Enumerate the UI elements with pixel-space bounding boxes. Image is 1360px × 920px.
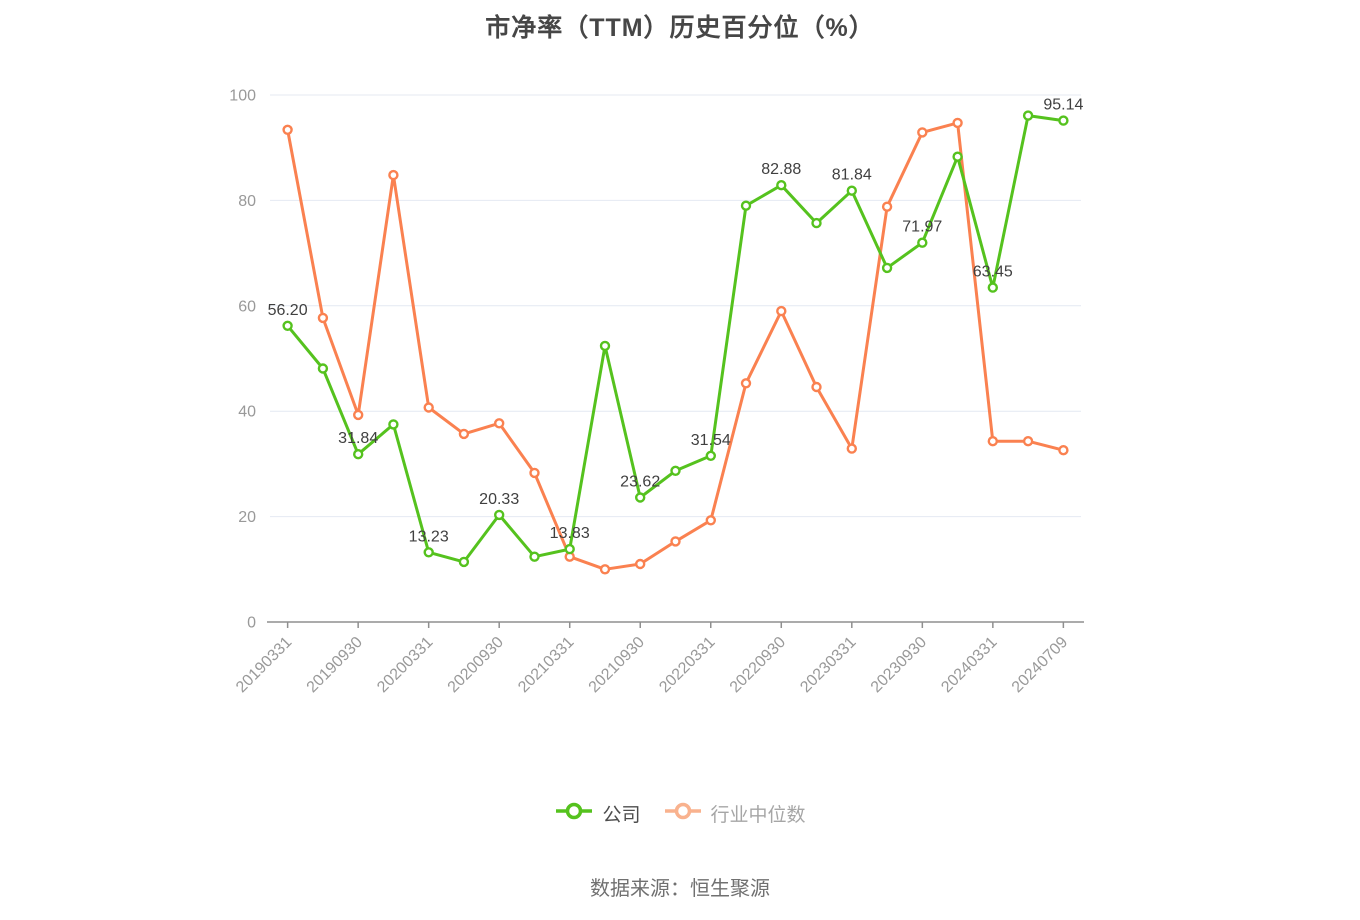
company-point bbox=[635, 492, 646, 503]
data-point-label: 13.23 bbox=[409, 528, 449, 545]
industry-median-point bbox=[811, 381, 822, 393]
industry-median-point bbox=[353, 409, 364, 421]
industry-median-point bbox=[317, 312, 329, 324]
industry-median-point bbox=[846, 443, 857, 454]
y-axis-tick-label: 0 bbox=[247, 615, 256, 632]
data-point-label: 63.45 bbox=[973, 264, 1013, 281]
y-axis-tick-label: 100 bbox=[229, 88, 256, 105]
company-point bbox=[952, 151, 963, 162]
company-point bbox=[388, 419, 399, 430]
company-line bbox=[286, 114, 1065, 564]
x-axis-tick-label: 20210930 bbox=[586, 634, 648, 696]
industry-median-point bbox=[458, 428, 470, 440]
industry-median-point bbox=[599, 564, 611, 575]
x-axis-tick-label: 20220331 bbox=[656, 634, 718, 696]
company-point bbox=[705, 450, 716, 461]
company-series-legend-icon bbox=[554, 801, 594, 826]
industry-median-point bbox=[1022, 436, 1034, 447]
company-point bbox=[599, 340, 611, 352]
line-chart-canvas: 0 20 40 60 80 100 20190331 20190930 20200331 2020… bbox=[229, 88, 1084, 696]
industry-median-point bbox=[881, 201, 893, 212]
x-axis-tick-label: 20190331 bbox=[233, 634, 295, 696]
data-point-label: 23.62 bbox=[620, 474, 660, 491]
x-axis-tick-label: 20200930 bbox=[445, 634, 507, 696]
industry-median-point bbox=[282, 124, 293, 136]
data-point-label: 20.33 bbox=[479, 491, 519, 508]
company-point bbox=[1058, 115, 1069, 126]
data-point-label: 31.54 bbox=[691, 432, 731, 449]
x-axis-tick-label: 20240709 bbox=[1009, 634, 1071, 696]
industry-median-line bbox=[286, 121, 1065, 571]
chart-title: 市净率（TTM）历史百分位（%） bbox=[485, 14, 875, 42]
data-point-label: 13.83 bbox=[550, 525, 590, 542]
industry-median-point bbox=[740, 378, 752, 389]
data-point-label: 56.20 bbox=[268, 302, 308, 319]
company-point bbox=[811, 217, 822, 229]
data-point-label: 82.88 bbox=[761, 161, 801, 178]
y-axis-tick-label: 80 bbox=[238, 193, 256, 210]
company-point bbox=[740, 200, 752, 211]
industry-median-point bbox=[1058, 445, 1069, 456]
x-axis-tick-label: 20200331 bbox=[374, 634, 436, 696]
legend-label-company: 公司 bbox=[602, 804, 641, 826]
data-point-label: 81.84 bbox=[832, 167, 872, 184]
x-axis-tick-label: 20230930 bbox=[868, 634, 930, 696]
industry-median-point bbox=[423, 402, 434, 413]
industry-median-point bbox=[917, 127, 928, 138]
company-point bbox=[494, 509, 505, 521]
data-point-label: 95.14 bbox=[1043, 97, 1083, 114]
legend-marker-icon bbox=[664, 802, 701, 819]
data-point-label: 31.84 bbox=[338, 430, 378, 447]
company-point bbox=[529, 551, 540, 562]
company-point bbox=[458, 556, 470, 568]
industry-median-series-legend-icon bbox=[663, 801, 703, 826]
industry-median-point bbox=[635, 558, 646, 570]
industry-median-point bbox=[705, 515, 716, 526]
company-point bbox=[846, 185, 857, 196]
company-point bbox=[564, 543, 575, 555]
company-point bbox=[282, 320, 293, 331]
data-source-note: 数据来源：恒生聚源 bbox=[590, 878, 770, 900]
industry-median-point bbox=[776, 305, 787, 317]
company-point bbox=[917, 237, 928, 248]
data-point-label: 71.97 bbox=[902, 219, 942, 236]
y-axis-tick-label: 40 bbox=[238, 404, 256, 421]
y-axis-tick-label: 20 bbox=[238, 509, 256, 526]
industry-median-point bbox=[494, 418, 505, 429]
legend-marker-icon bbox=[556, 802, 593, 819]
company-point bbox=[776, 179, 787, 191]
industry-median-point bbox=[388, 169, 399, 181]
company-point bbox=[881, 262, 893, 274]
company-point bbox=[1022, 110, 1034, 121]
industry-median-point bbox=[952, 117, 963, 129]
x-axis-tick-label: 20210331 bbox=[515, 634, 577, 696]
x-axis-tick-label: 20240331 bbox=[938, 634, 1000, 696]
legend-item-company[interactable]: 公司 bbox=[554, 800, 641, 827]
company-point bbox=[987, 282, 998, 293]
industry-median-point bbox=[670, 536, 681, 547]
company-point bbox=[423, 547, 434, 558]
x-axis-tick-label: 20190930 bbox=[304, 634, 366, 696]
legend-label-industry-median: 行业中位数 bbox=[710, 804, 806, 826]
legend: 公司 行业中位数 bbox=[0, 796, 1360, 830]
x-axis-tick-label: 20220930 bbox=[727, 634, 789, 696]
company-point bbox=[353, 449, 364, 460]
industry-median-point bbox=[529, 467, 540, 479]
company-point bbox=[317, 363, 329, 374]
legend-item-industry-median[interactable]: 行业中位数 bbox=[663, 800, 806, 827]
company-point bbox=[670, 465, 681, 476]
industry-median-point bbox=[987, 436, 998, 447]
y-axis-tick-label: 60 bbox=[238, 298, 256, 315]
x-axis-tick-label: 20230331 bbox=[797, 634, 859, 696]
